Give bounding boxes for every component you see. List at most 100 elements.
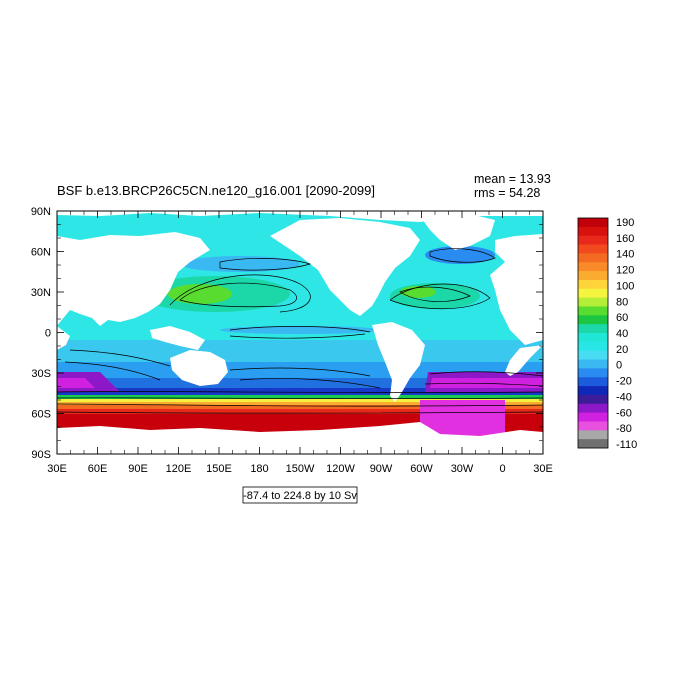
colorbar-swatch xyxy=(578,306,608,316)
lon-tick-label: 150E xyxy=(206,463,232,475)
colorbar-label: 140 xyxy=(616,249,634,261)
colorbar-swatch xyxy=(578,253,608,263)
lon-tick-label: 30W xyxy=(451,463,474,475)
north-pacific-subpolar xyxy=(180,256,300,272)
rms-stat: rms = 54.28 xyxy=(474,186,540,200)
contour-line xyxy=(424,382,543,387)
lat-tick-label: 30N xyxy=(31,287,51,299)
colorbar-swatch xyxy=(578,359,608,369)
contour-line xyxy=(57,411,543,414)
contour-line xyxy=(429,248,496,263)
colorbar-label: 20 xyxy=(616,344,628,356)
indian-south-magenta xyxy=(57,378,95,388)
north-america-land xyxy=(270,218,420,316)
mean-stat: mean = 13.93 xyxy=(474,172,551,186)
contour-line xyxy=(429,371,543,377)
acc-red-band xyxy=(57,409,543,414)
weddell-magenta xyxy=(420,400,505,440)
colorbar-swatch xyxy=(578,235,608,245)
colorbar-swatch xyxy=(578,324,608,334)
contour-info-frame xyxy=(242,486,358,504)
maritime-continent-land xyxy=(150,326,205,350)
acc-darkorange-band xyxy=(57,405,543,409)
colorbar-swatch xyxy=(578,439,608,449)
lat-tick-label: 60N xyxy=(31,247,51,259)
lat-tick-label: 0 xyxy=(45,328,51,340)
colorbar-swatch xyxy=(578,386,608,396)
colorbar-swatch xyxy=(578,315,608,325)
lat-tick-label: 90N xyxy=(31,206,51,218)
streamfunction-map: 90N 60N 30N 0 30S 60S 90S 30E 60E 90E 120E 150E 180… xyxy=(31,206,553,475)
contour-info-box: -87.4 to 224.8 by 10 Sv xyxy=(242,486,358,504)
colorbar-swatch xyxy=(578,333,608,343)
south-atlantic-magenta xyxy=(430,378,543,388)
africa-east-land xyxy=(57,326,70,350)
lon-tick-label: 90W xyxy=(370,463,393,475)
contour-line xyxy=(57,397,543,400)
colorbar-label: -20 xyxy=(616,376,632,388)
colorbar-swatch xyxy=(578,421,608,431)
plot-title: BSF b.e13.BRCP26C5CN.ne120_g16.001 [2090… xyxy=(57,183,375,198)
colorbar-swatch xyxy=(578,403,608,414)
colorbar-swatch xyxy=(578,288,608,299)
antarctica-land xyxy=(57,422,543,454)
colorbar-swatch xyxy=(578,341,608,352)
colorbar-swatch xyxy=(578,412,608,422)
contour-line xyxy=(389,283,491,310)
lat-tick-label: 60S xyxy=(31,409,51,421)
colorbar-label: 100 xyxy=(616,280,634,292)
colorbar-swatch xyxy=(578,377,608,387)
colorbar-label: -60 xyxy=(616,407,632,419)
colorbar-label: 190 xyxy=(616,217,634,229)
colorbar-label: 60 xyxy=(616,312,628,324)
colorbar-swatch xyxy=(578,244,608,254)
southern-africa-land xyxy=(505,345,543,376)
colorbar-label: 0 xyxy=(616,360,622,372)
contour-line xyxy=(57,391,543,393)
colorbar: 190 160 140 120 100 80 60 40 20 0 -20 -40 -60 -80 -110 xyxy=(577,217,637,451)
eurasia-land xyxy=(57,232,210,326)
colorbar-swatch xyxy=(578,297,608,307)
lon-tick-label: 0 xyxy=(499,463,505,475)
ocean-mid-blue-band xyxy=(57,378,543,390)
contour-line xyxy=(399,286,471,302)
longitude-labels: 30E 60E 90E 120E 150E 180 150W 120W 90W 60W 30W 0 30… xyxy=(47,463,553,475)
north-pacific-gyre-core xyxy=(168,284,232,304)
contour-line xyxy=(229,333,366,339)
colorbar-swatch xyxy=(578,368,608,378)
colorbar-frame xyxy=(577,217,609,449)
colorbar-label: 160 xyxy=(616,233,634,245)
lon-tick-label: 60E xyxy=(88,463,108,475)
colorbar-swatch xyxy=(578,262,608,272)
colorbar-swatch xyxy=(578,271,608,281)
colorbar-label: -110 xyxy=(616,439,637,451)
contour-line xyxy=(64,361,161,381)
lat-tick-label: 90S xyxy=(31,449,51,461)
latitude-labels: 90N 60N 30N 0 30S 60S 90S xyxy=(31,206,51,461)
lon-tick-label: 120E xyxy=(166,463,192,475)
map-ticks xyxy=(56,210,544,455)
acc-green-band xyxy=(57,395,543,399)
contour-line xyxy=(57,403,543,407)
contour-lines xyxy=(57,248,543,414)
colorbar-label: 80 xyxy=(616,296,628,308)
acc-orange-band xyxy=(57,402,543,405)
colorbar-label: -40 xyxy=(616,391,632,403)
contour-line xyxy=(219,258,312,271)
contour-line xyxy=(229,326,371,333)
colorbar-label: 120 xyxy=(616,265,634,277)
ocean-lightblue-band xyxy=(57,340,543,365)
contour-info-text: -87.4 to 224.8 by 10 Sv xyxy=(243,490,357,502)
lon-tick-label: 30E xyxy=(533,463,553,475)
contour-line xyxy=(69,349,171,367)
colorbar-label: -80 xyxy=(616,423,632,435)
lon-tick-label: 150W xyxy=(286,463,315,475)
lon-tick-label: 30E xyxy=(47,463,67,475)
australia-land xyxy=(170,350,228,386)
contour-line xyxy=(169,274,311,313)
europe-africa-land xyxy=(490,234,543,345)
lon-tick-label: 120W xyxy=(326,463,355,475)
lon-tick-label: 90E xyxy=(128,463,148,475)
colorbar-swatch xyxy=(578,350,608,360)
